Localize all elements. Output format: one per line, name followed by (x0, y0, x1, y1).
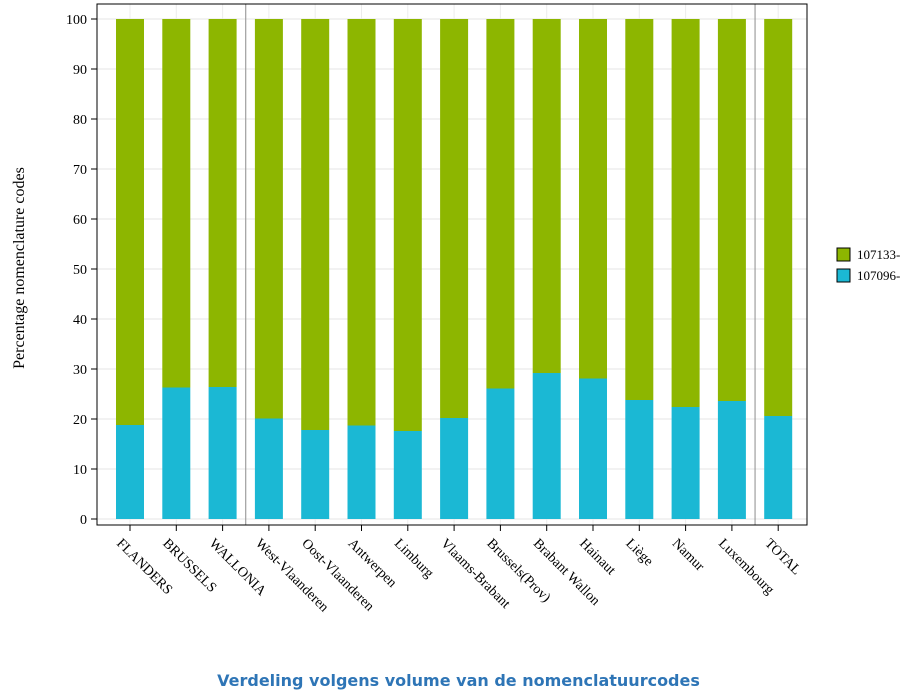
bars (116, 19, 793, 519)
y-axis: 0 10 20 30 40 50 60 70 80 90 100 (66, 13, 97, 528)
bar (671, 19, 700, 407)
legend-swatch (836, 247, 851, 262)
y-tick-label: 0 (80, 513, 87, 528)
y-axis-label: Percentage nomenclature codes (11, 167, 28, 369)
x-tick-label: Namur (669, 536, 707, 574)
bar (393, 19, 422, 431)
plot-frame (96, 3, 808, 526)
bar (208, 19, 237, 387)
x-tick-label: Liège (622, 536, 655, 569)
chart-caption: Verdeling volgens volume van de nomencla… (217, 671, 700, 690)
group-separators (245, 4, 756, 525)
y-tick-label: 90 (73, 63, 87, 78)
bar (347, 19, 376, 426)
bar (532, 373, 561, 519)
bar (254, 418, 283, 519)
x-tick-label: Hainaut (576, 536, 618, 578)
bar (671, 407, 700, 519)
y-tick-label: 20 (73, 413, 87, 428)
legend-swatch (836, 268, 851, 283)
bar (532, 19, 561, 373)
bar (301, 430, 330, 519)
bar (116, 19, 144, 425)
x-tick-label: Limburg (391, 536, 436, 581)
bar (440, 19, 469, 418)
bar (486, 19, 515, 389)
bar (162, 387, 191, 519)
y-tick-label: 50 (73, 263, 87, 278)
bar (579, 19, 607, 379)
bar (208, 387, 237, 519)
bar (254, 19, 283, 419)
bar (162, 19, 191, 388)
legend: 107133- 107096- (836, 247, 900, 283)
legend-label: 107096- (857, 268, 900, 283)
y-tick-label: 60 (73, 213, 87, 228)
y-tick-label: 30 (73, 363, 87, 378)
legend-label: 107133- (857, 247, 900, 262)
bar (764, 416, 793, 519)
y-tick-label: 70 (73, 163, 87, 178)
bar (393, 431, 422, 519)
bar (625, 19, 654, 400)
bar (579, 378, 607, 519)
bar (347, 425, 376, 519)
bar (116, 425, 144, 519)
x-tick-label: TOTAL (761, 536, 803, 578)
x-axis: FLANDERSBRUSSELSWALLONIAWest-VlaanderenO… (113, 525, 803, 615)
bar (486, 388, 515, 519)
bar (301, 19, 330, 430)
bar (717, 401, 746, 519)
y-tick-label: 100 (66, 13, 87, 28)
y-tick-label: 80 (73, 113, 87, 128)
bar (764, 19, 793, 416)
y-tick-label: 40 (73, 313, 87, 328)
bar (625, 400, 654, 519)
bar (440, 418, 469, 519)
y-tick-label: 10 (73, 463, 87, 478)
bar (717, 19, 746, 401)
